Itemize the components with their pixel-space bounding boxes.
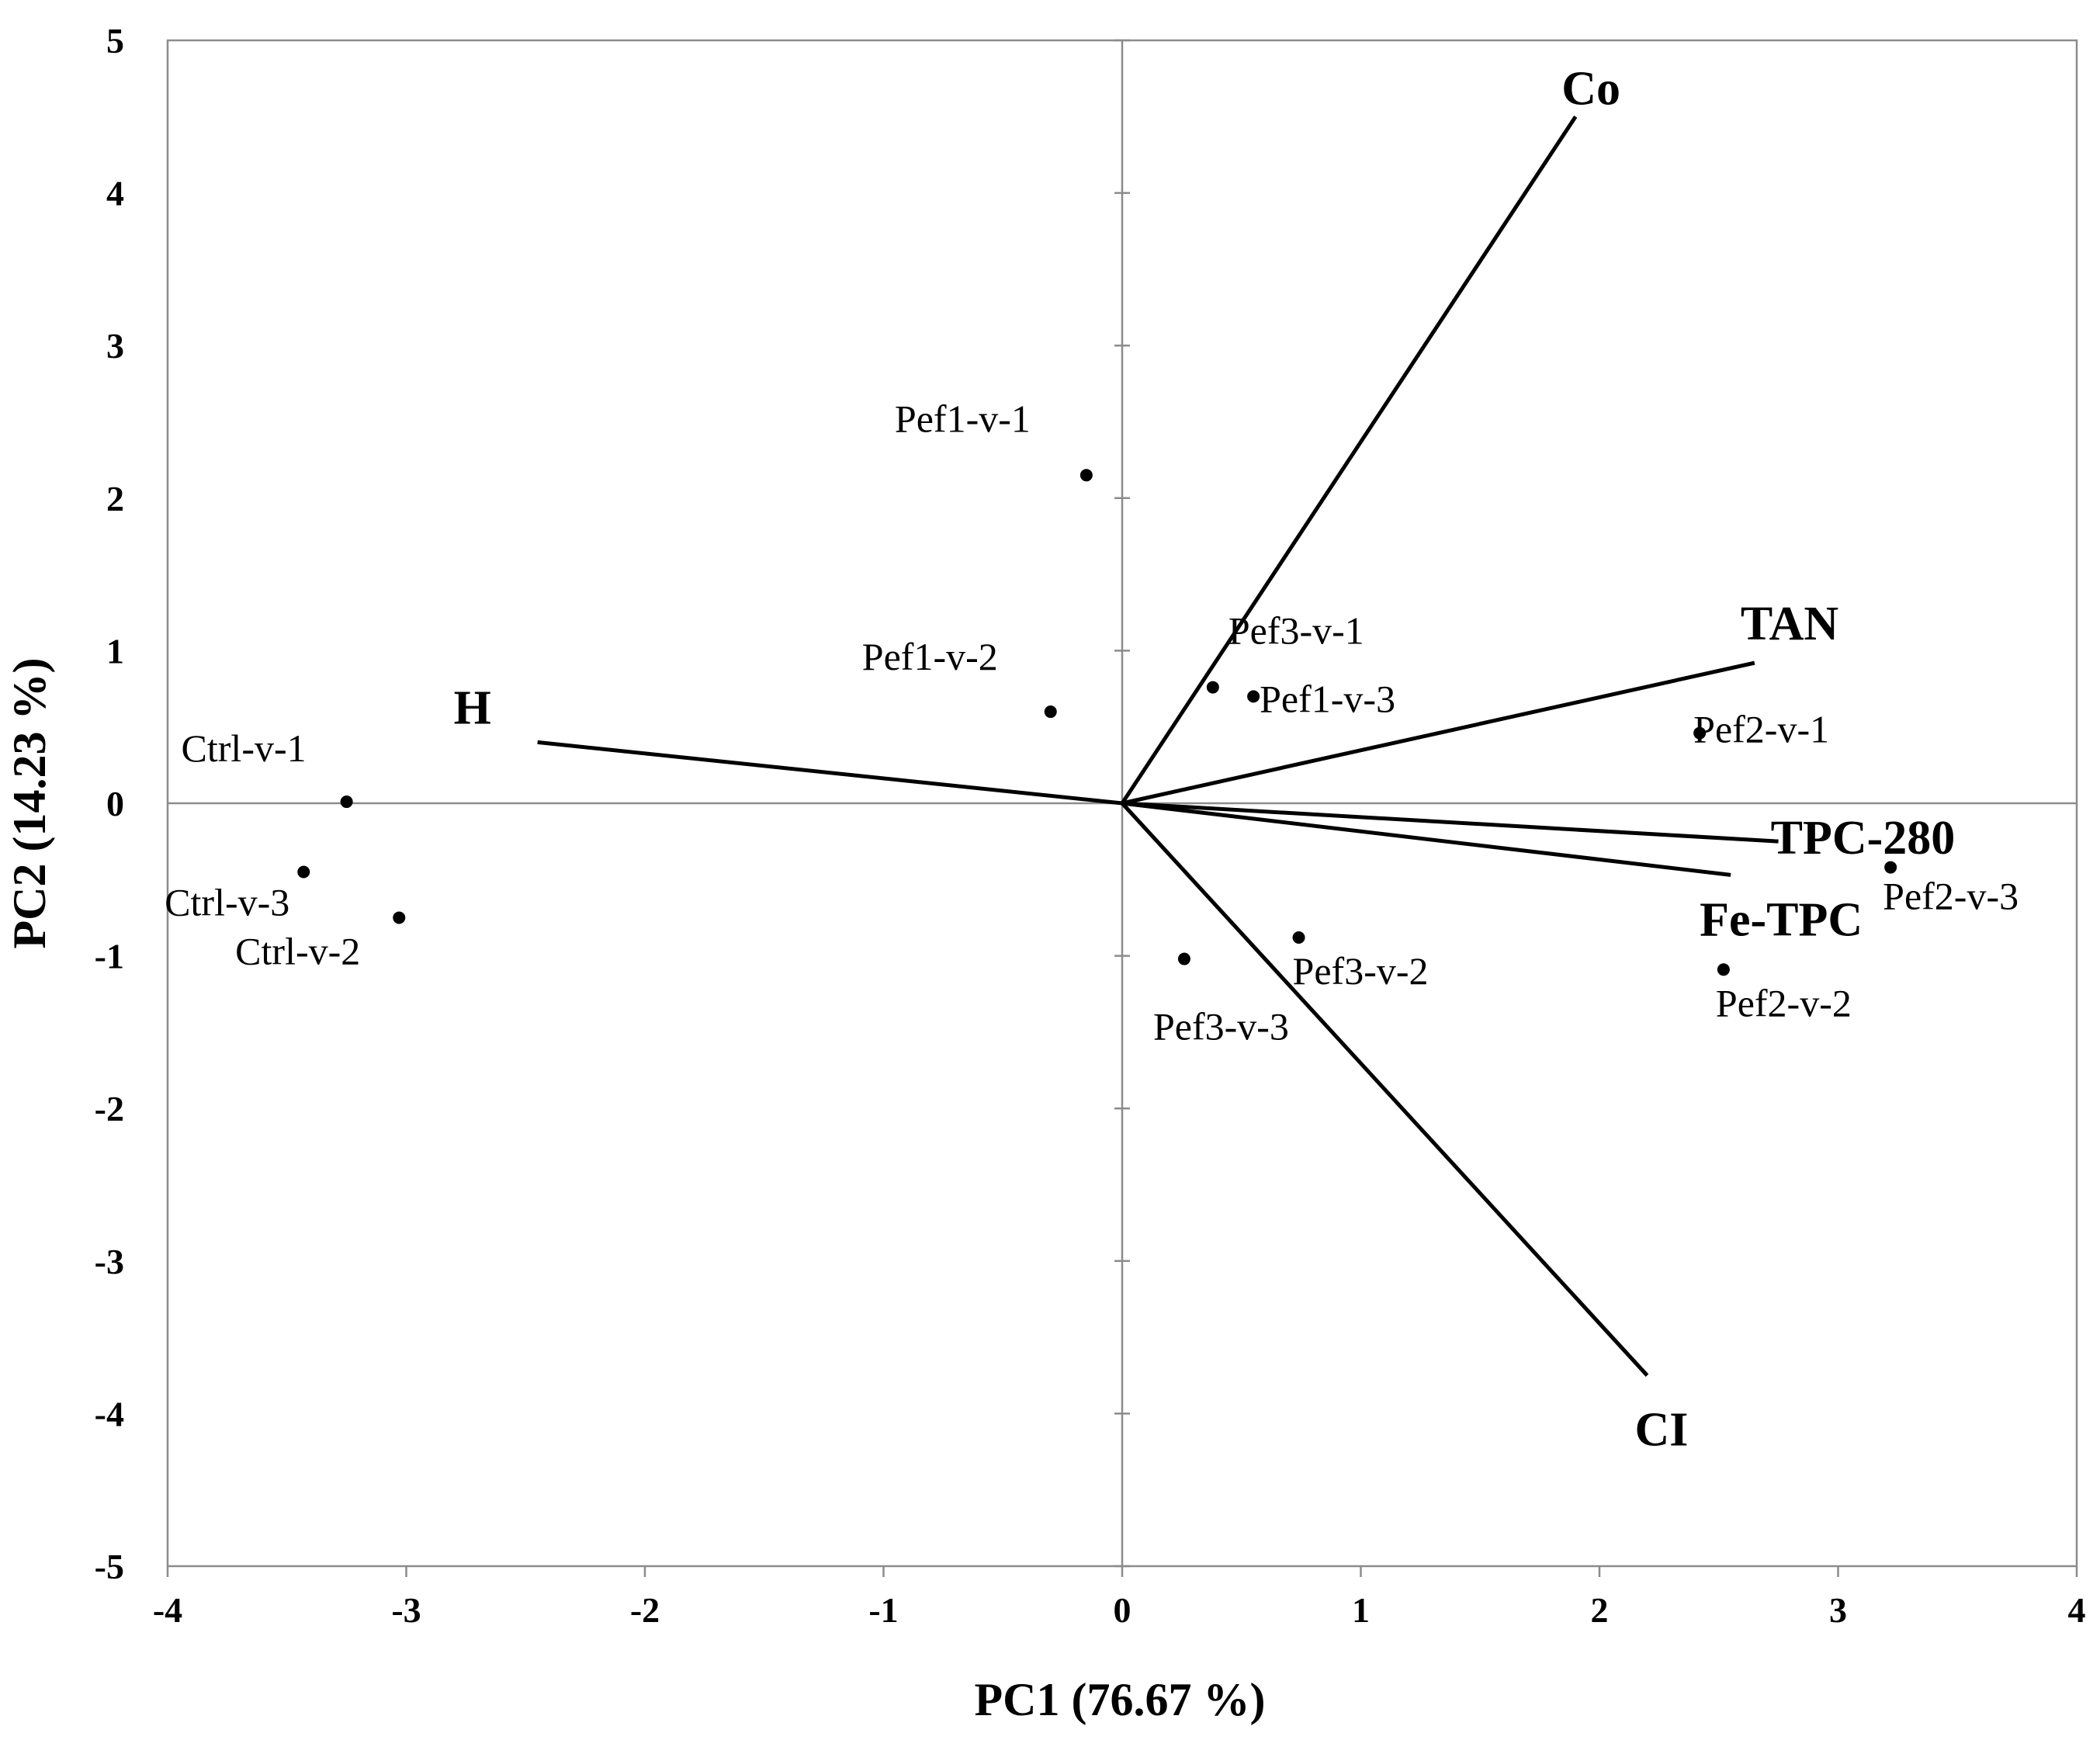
loading-vector-tpc-280 — [1121, 801, 1779, 844]
observation-point-ctrl-v-3 — [297, 865, 310, 879]
y-tick-label: 5 — [106, 21, 124, 61]
x-tick-label: 3 — [1829, 1590, 1847, 1630]
x-tick-label: 2 — [1591, 1590, 1609, 1630]
x-tick-label: -1 — [868, 1590, 898, 1630]
observation-point-pef1-v-3 — [1247, 690, 1260, 703]
observation-label-pef3-v-1: Pef3-v-1 — [1228, 609, 1364, 653]
y-tick-labels: -5 -4 -3 -2 -1 0 1 2 3 4 5 — [95, 21, 124, 1586]
loading-label-ci: CI — [1635, 1403, 1689, 1456]
observation-point-ctrl-v-1 — [340, 795, 353, 809]
x-tick-label: 1 — [1352, 1590, 1370, 1630]
loading-label-h: H — [454, 681, 491, 734]
observation-point-pef2-v-2 — [1717, 963, 1730, 976]
x-tick-labels: -4 -3 -2 -1 0 1 2 3 4 — [153, 1590, 2086, 1630]
y-tick-label: -5 — [95, 1547, 124, 1586]
loading-vector-co — [1120, 115, 1578, 805]
y-tick-label: 2 — [106, 479, 124, 518]
loading-vector-h — [537, 740, 1123, 806]
observation-point-ctrl-v-2 — [393, 911, 406, 924]
x-tick-label: -2 — [630, 1590, 660, 1630]
loading-label-tan: TAN — [1741, 598, 1838, 650]
y-tick-label: -1 — [95, 937, 124, 976]
observation-point-pef1-v-1 — [1079, 469, 1093, 482]
y-tick-label: 3 — [106, 326, 124, 366]
y-tick-label: 1 — [106, 631, 124, 671]
loading-vector-ci — [1121, 802, 1649, 1377]
observation-label-pef3-v-2: Pef3-v-2 — [1293, 949, 1429, 993]
loading-label-tpc-280: TPC-280 — [1771, 812, 1956, 865]
observation-point-pef2-v-1 — [1693, 726, 1707, 740]
x-tick-label: -4 — [153, 1590, 182, 1630]
y-tick-label: 4 — [106, 174, 124, 213]
y-tick-label: -4 — [95, 1394, 124, 1433]
y-axis-title: PC2 (14.23 %) — [4, 658, 55, 949]
loading-vector-tan — [1121, 660, 1755, 806]
x-tick-marks — [166, 1566, 2078, 1577]
observation-label-ctrl-v-1: Ctrl-v-1 — [182, 726, 307, 770]
observation-point-pef3-v-3 — [1177, 952, 1190, 965]
observation-label-pef1-v-1: Pef1-v-1 — [895, 397, 1031, 440]
y-tick-label: -3 — [95, 1242, 124, 1281]
y-tick-label: -2 — [95, 1089, 124, 1128]
x-axis-title: PC1 (76.67 %) — [975, 1674, 1266, 1725]
observation-point-pef3-v-1 — [1206, 681, 1219, 694]
loading-vector-fe-tpc — [1121, 801, 1731, 877]
x-tick-label: 4 — [2068, 1590, 2086, 1630]
observation-label-pef2-v-3: Pef2-v-3 — [1883, 875, 2019, 918]
observation-point-pef3-v-2 — [1292, 931, 1305, 945]
observation-label-ctrl-v-2: Ctrl-v-2 — [235, 929, 360, 972]
observation-points: Pef1-v-1 Pef1-v-2 Pef3-v-1 Pef1-v-3 Ctrl-v-1… — [165, 397, 2019, 1048]
observation-point-pef1-v-2 — [1044, 705, 1057, 719]
observation-label-pef1-v-3: Pef1-v-3 — [1260, 677, 1395, 720]
loading-label-co: Co — [1561, 62, 1620, 115]
observation-label-pef2-v-2: Pef2-v-2 — [1716, 981, 1852, 1024]
loading-vectors: Co TAN TPC-280 Fe-TPC CI H — [454, 62, 1956, 1456]
y-tick-label: 0 — [106, 784, 124, 823]
observation-point-pef2-v-3 — [1884, 861, 1897, 874]
observation-label-pef2-v-1: Pef2-v-1 — [1693, 708, 1829, 751]
x-tick-label: -3 — [391, 1590, 421, 1630]
x-tick-label: 0 — [1114, 1590, 1131, 1630]
observation-label-ctrl-v-3: Ctrl-v-3 — [165, 880, 289, 924]
loading-label-fe-tpc: Fe-TPC — [1700, 893, 1863, 946]
observation-label-pef1-v-2: Pef1-v-2 — [862, 635, 998, 678]
observation-label-pef3-v-3: Pef3-v-3 — [1153, 1005, 1289, 1049]
